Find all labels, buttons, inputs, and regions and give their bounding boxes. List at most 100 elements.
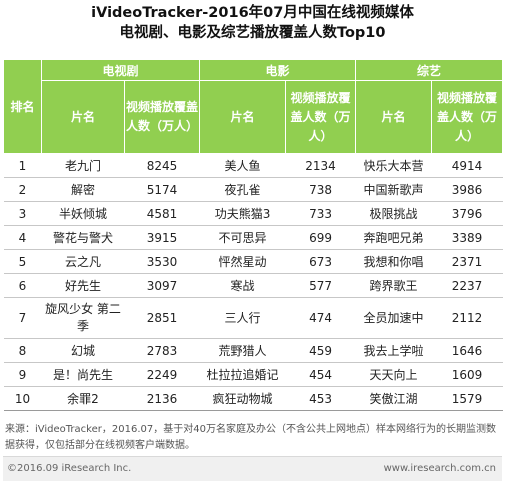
cell-movie-value: 577	[285, 273, 356, 298]
header-variety-name: 片名	[355, 80, 433, 154]
cell-rank: 8	[3, 338, 42, 363]
ranking-table-wrap: 排名 电视剧 电影 综艺 片名 视频播放覆盖人数（万人） 片名 视频播放覆盖人数…	[3, 60, 504, 411]
cell-variety-title: 天天向上	[355, 362, 432, 387]
cell-variety-title: 快乐大本营	[355, 153, 432, 178]
cell-movie-title: 功夫熊猫3	[199, 201, 286, 226]
cell-variety-value: 2371	[431, 249, 503, 274]
cell-variety-title: 我去上学啦	[355, 338, 432, 363]
cell-variety-value: 2237	[431, 273, 503, 298]
footer-site: www.iresearch.com.cn	[383, 463, 496, 474]
cell-variety-title: 极限挑战	[355, 201, 432, 226]
cell-movie-value: 459	[285, 338, 356, 363]
table-row: 9 是！尚先生 2249 杜拉拉追婚记 454 天天向上 1609	[3, 362, 503, 387]
cell-tv-value: 2249	[124, 362, 200, 387]
table-row: 3 半妖倾城 4581 功夫熊猫3 733 极限挑战 3796	[3, 201, 503, 226]
cell-tv-title: 解密	[41, 177, 125, 202]
cell-tv-title: 是！尚先生	[41, 362, 125, 387]
cell-movie-value: 738	[285, 177, 356, 202]
cell-movie-title: 杜拉拉追婚记	[199, 362, 286, 387]
cell-tv-title: 半妖倾城	[41, 201, 125, 226]
cell-rank: 9	[3, 362, 42, 387]
cell-tv-title: 警花与警犬	[41, 225, 125, 250]
ranking-table: 排名 电视剧 电影 综艺 片名 视频播放覆盖人数（万人） 片名 视频播放覆盖人数…	[3, 60, 504, 411]
cell-tv-value: 3530	[124, 249, 200, 274]
cell-movie-title: 寒战	[199, 273, 286, 298]
cell-movie-title: 三人行	[199, 297, 286, 339]
cell-movie-title: 不可思异	[199, 225, 286, 250]
table-row: 10 余罪2 2136 疯狂动物城 453 笑傲江湖 1579	[3, 386, 503, 411]
header-variety-value: 视频播放覆盖人数（万人）	[431, 80, 504, 154]
cell-rank: 3	[3, 201, 42, 226]
cell-movie-value: 673	[285, 249, 356, 274]
cell-movie-title: 美人鱼	[199, 153, 286, 178]
cell-movie-value: 733	[285, 201, 356, 226]
cell-movie-value: 453	[285, 386, 356, 411]
cell-movie-value: 699	[285, 225, 356, 250]
cell-variety-value: 3389	[431, 225, 503, 250]
cell-rank: 4	[3, 225, 42, 250]
table-row: 2 解密 5174 夜孔雀 738 中国新歌声 3986	[3, 177, 503, 202]
cell-movie-title: 荒野猎人	[199, 338, 286, 363]
header-group-movie: 电影	[199, 60, 357, 81]
cell-tv-title: 老九门	[41, 153, 125, 178]
table-body: 1 老九门 8245 美人鱼 2134 快乐大本营 4914 2 解密 5174 夜孔雀 738 中国新…	[3, 153, 503, 411]
chart-title-line1: iVideoTracker-2016年07月中国在线视频媒体	[91, 5, 414, 21]
table-row: 7 旋风少女 第二季 2851 三人行 474 全员加速中 2112	[3, 297, 503, 339]
table-row: 4 警花与警犬 3915 不可思异 699 奔跑吧兄弟 3389	[3, 225, 503, 250]
footer-copyright: ©2016.09 iResearch Inc.	[7, 463, 132, 474]
header-movie-name: 片名	[199, 80, 287, 154]
header-rank: 排名	[3, 60, 42, 154]
cell-tv-title: 好先生	[41, 273, 125, 298]
cell-variety-title: 奔跑吧兄弟	[355, 225, 432, 250]
header-tv-name: 片名	[41, 80, 125, 154]
header-tv-value: 视频播放覆盖人数（万人）	[123, 80, 201, 154]
source-footnote: 来源：iVideoTracker，2016.07，基于对40万名家庭及办公（不含…	[5, 424, 496, 451]
table-row: 5 云之凡 3530 怦然星动 673 我想和你唱 2371	[3, 249, 503, 274]
chart-title-line2: 电视剧、电影及综艺播放覆盖人数Top10	[119, 25, 386, 41]
footer-bar: ©2016.09 iResearch Inc. www.iresearch.co…	[3, 456, 502, 481]
cell-tv-value: 3915	[124, 225, 200, 250]
cell-variety-value: 1646	[431, 338, 503, 363]
cell-movie-title: 疯狂动物城	[199, 386, 286, 411]
cell-tv-value: 8245	[124, 153, 200, 178]
cell-rank: 6	[3, 273, 42, 298]
cell-movie-value: 474	[285, 297, 356, 339]
cell-variety-title: 笑傲江湖	[355, 386, 432, 411]
cell-variety-value: 3796	[431, 201, 503, 226]
cell-variety-value: 2112	[431, 297, 503, 339]
cell-rank: 10	[3, 386, 42, 411]
cell-tv-title: 云之凡	[41, 249, 125, 274]
table-row: 1 老九门 8245 美人鱼 2134 快乐大本营 4914	[3, 153, 503, 178]
cell-variety-value: 1579	[431, 386, 503, 411]
cell-tv-title: 旋风少女 第二季	[41, 297, 125, 339]
cell-tv-title: 余罪2	[41, 386, 125, 411]
table-row: 6 好先生 3097 寒战 577 跨界歌王 2237	[3, 273, 503, 298]
cell-rank: 7	[3, 297, 42, 339]
cell-variety-title: 中国新歌声	[355, 177, 432, 202]
header-movie-value: 视频播放覆盖人数（万人）	[285, 80, 357, 154]
cell-variety-value: 3986	[431, 177, 503, 202]
cell-tv-value: 2783	[124, 338, 200, 363]
cell-tv-value: 2136	[124, 386, 200, 411]
cell-movie-value: 2134	[285, 153, 356, 178]
cell-rank: 2	[3, 177, 42, 202]
cell-tv-value: 5174	[124, 177, 200, 202]
cell-variety-value: 4914	[431, 153, 503, 178]
cell-variety-title: 我想和你唱	[355, 249, 432, 274]
cell-movie-title: 夜孔雀	[199, 177, 286, 202]
cell-tv-value: 3097	[124, 273, 200, 298]
cell-rank: 1	[3, 153, 42, 178]
cell-variety-title: 全员加速中	[355, 297, 432, 339]
cell-variety-title: 跨界歌王	[355, 273, 432, 298]
cell-tv-value: 4581	[124, 201, 200, 226]
cell-tv-title: 幻城	[41, 338, 125, 363]
cell-variety-value: 1609	[431, 362, 503, 387]
header-group-variety: 综艺	[355, 60, 504, 81]
table-row: 8 幻城 2783 荒野猎人 459 我去上学啦 1646	[3, 338, 503, 363]
cell-movie-title: 怦然星动	[199, 249, 286, 274]
cell-tv-value: 2851	[124, 297, 200, 339]
cell-movie-value: 454	[285, 362, 356, 387]
cell-rank: 5	[3, 249, 42, 274]
header-group-tv: 电视剧	[40, 60, 201, 81]
